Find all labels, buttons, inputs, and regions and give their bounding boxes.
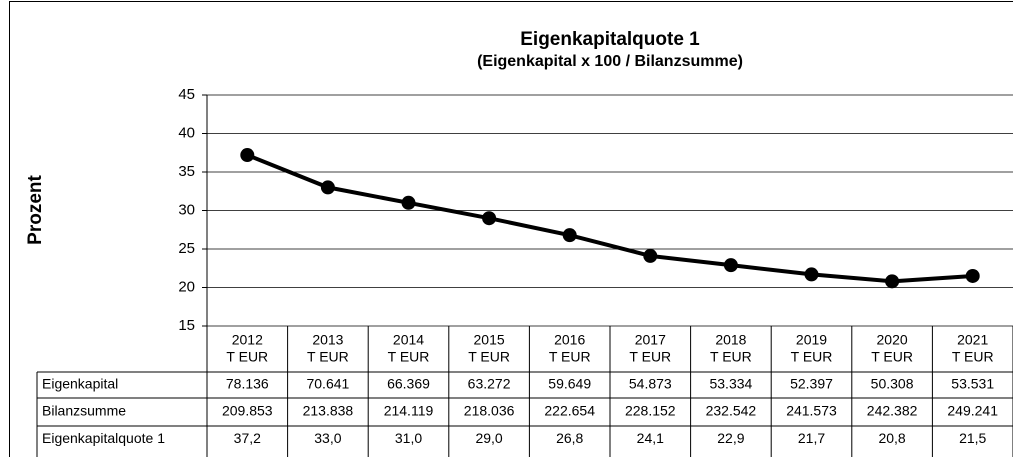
table-cell: 59.649 (548, 376, 591, 392)
x-tick-label: 2015 (474, 332, 505, 348)
table-cell: 29,0 (475, 430, 502, 446)
y-tick-label: 40 (178, 124, 195, 141)
table-cell: 33,0 (314, 430, 341, 446)
y-tick-label: 25 (178, 240, 195, 257)
x-tick-unit: T EUR (388, 349, 430, 365)
table-cell: 26,8 (556, 430, 583, 446)
x-tick-label: 2016 (554, 332, 585, 348)
y-axis-label: Prozent (25, 174, 46, 244)
x-tick-unit: T EUR (307, 349, 349, 365)
table-cell: 78.136 (226, 376, 269, 392)
x-tick-unit: T EUR (629, 349, 671, 365)
x-tick-label: 2012 (232, 332, 263, 348)
table-row-label: Bilanzsumme (42, 403, 126, 419)
table-cell: 24,1 (637, 430, 664, 446)
table-cell: 20,8 (878, 430, 905, 446)
data-point (240, 148, 255, 163)
x-tick-label: 2020 (877, 332, 908, 348)
data-point (965, 268, 980, 283)
series-line (246, 153, 973, 284)
data-point (804, 267, 819, 282)
data-point (320, 180, 335, 195)
table-cell: 37,2 (234, 430, 261, 446)
x-tick-unit: T EUR (226, 349, 268, 365)
x-tick-label: 2018 (715, 332, 746, 348)
table-cell: 66.369 (387, 376, 430, 392)
data-point (643, 248, 658, 263)
y-tick-label: 35 (178, 163, 195, 180)
frame (9, 1, 1013, 457)
table-cell: 218.036 (464, 403, 515, 419)
table-cell: 63.272 (468, 376, 511, 392)
y-tick-label: 20 (178, 278, 195, 295)
table-cell: 222.654 (544, 403, 595, 419)
x-tick-unit: T EUR (871, 349, 913, 365)
x-tick-unit: T EUR (710, 349, 752, 365)
data-point (482, 211, 497, 226)
table-cell: 54.873 (629, 376, 672, 392)
table-cell: 242.382 (867, 403, 918, 419)
x-tick-unit: T EUR (791, 349, 833, 365)
data-point (401, 195, 416, 210)
table-row-label: Eigenkapital (42, 376, 118, 392)
x-tick-unit: T EUR (952, 349, 994, 365)
table-cell: 232.542 (706, 403, 757, 419)
table-cell: 22,9 (717, 430, 744, 446)
table-cell: 52.397 (790, 376, 833, 392)
x-tick-label: 2019 (796, 332, 827, 348)
chart-title: Eigenkapitalquote 1 (520, 29, 700, 50)
y-tick-label: 45 (178, 86, 195, 103)
table-row-label: Eigenkapitalquote 1 (42, 430, 165, 446)
x-tick-label: 2013 (312, 332, 343, 348)
table-cell: 228.152 (625, 403, 676, 419)
table-cell: 209.853 (222, 403, 273, 419)
data-point (723, 258, 738, 273)
table-cell: 241.573 (786, 403, 837, 419)
data-point (562, 228, 577, 243)
table-cell: 21,7 (798, 430, 825, 446)
chart-subtitle: (Eigenkapital x 100 / Bilanzsumme) (477, 53, 743, 70)
table-cell: 213.838 (303, 403, 354, 419)
table-cell: 53.531 (951, 376, 994, 392)
table-cell: 31,0 (395, 430, 422, 446)
x-tick-unit: T EUR (549, 349, 591, 365)
x-tick-label: 2021 (957, 332, 988, 348)
x-tick-unit: T EUR (468, 349, 510, 365)
table-cell: 21,5 (959, 430, 986, 446)
table-cell: 214.119 (384, 403, 434, 419)
y-tick-label: 15 (178, 317, 195, 334)
x-tick-label: 2014 (393, 332, 424, 348)
table-cell: 70.641 (306, 376, 349, 392)
data-point (885, 274, 900, 289)
table-cell: 249.241 (947, 403, 998, 419)
table-cell: 50.308 (871, 376, 914, 392)
table-cell: 53.334 (709, 376, 752, 392)
y-tick-label: 30 (178, 201, 195, 218)
x-tick-label: 2017 (635, 332, 666, 348)
